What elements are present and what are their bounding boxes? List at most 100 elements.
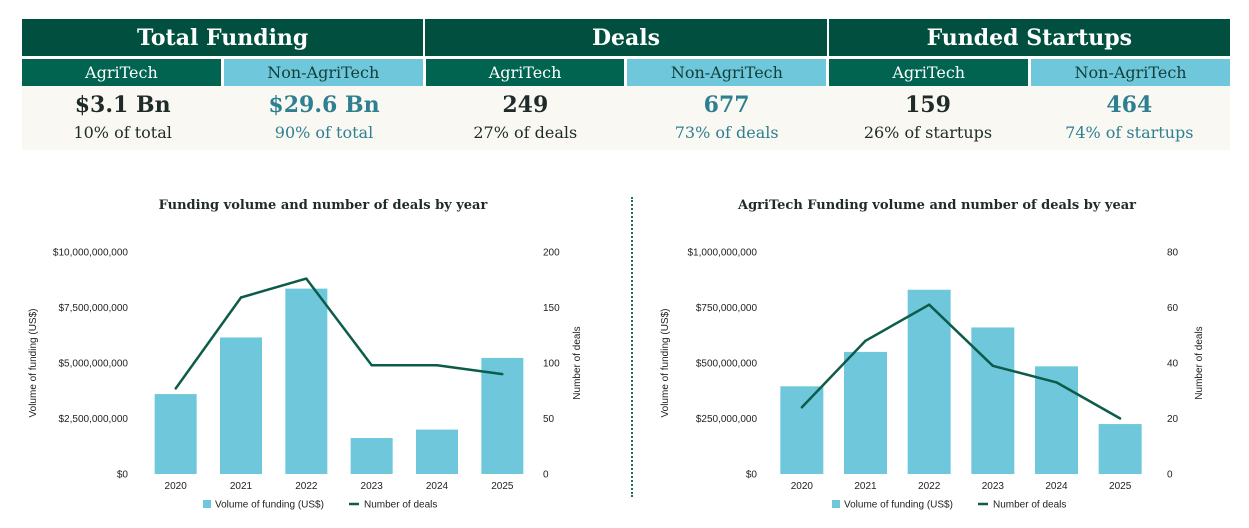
- total-funding-bar-2022: [285, 288, 328, 474]
- total-x-tick-label: 2022: [295, 481, 318, 492]
- agritech-y2-tick-label: 60: [1167, 303, 1179, 314]
- agritech-funding-bar-2024: [1035, 366, 1078, 474]
- deals-non-agritech-label: Non-AgriTech: [627, 59, 827, 86]
- total-y-axis-label: Volume of funding (US$): [28, 309, 39, 418]
- startups-non-agritech-label: Non-AgriTech: [1031, 59, 1230, 86]
- agritech-y2-tick-label: 40: [1167, 359, 1179, 370]
- total-deals-point-2023: [370, 364, 373, 367]
- funding-non-agritech-label: Non-AgriTech: [223, 59, 423, 86]
- total-funding-bar-2021: [220, 337, 262, 474]
- agritech-deals-point-2024: [1055, 381, 1058, 384]
- total-x-tick-label: 2021: [230, 481, 253, 492]
- total-y-tick-label: $5,000,000,000: [58, 359, 128, 370]
- agritech-deals-point-2021: [864, 339, 867, 342]
- deals-agritech-cell: 249 27% of deals: [425, 86, 626, 150]
- agritech-y-axis-label: Volume of funding (US$): [660, 309, 671, 418]
- agritech-x-tick-label: 2025: [1109, 481, 1132, 492]
- funding-agritech-value: $3.1 Bn: [74, 92, 171, 118]
- agritech-y-tick-label: $500,000,000: [696, 359, 758, 370]
- funding-agritech-share: 10% of total: [73, 123, 172, 142]
- agritech-legend-funding-swatch: [832, 500, 840, 508]
- agritech-funding-deals-chart: AgriTech Funding volume and number of de…: [660, 198, 1205, 511]
- startups-agritech-label: AgriTech: [829, 59, 1029, 86]
- agritech-deals-line: [800, 303, 1121, 420]
- funding-agritech-cell: $3.1 Bn 10% of total: [22, 86, 223, 150]
- kpi-header-row: Total Funding Deals Funded Startups: [22, 19, 1230, 56]
- agritech-deals-point-2025: [1118, 417, 1122, 420]
- agritech-funding-bar-2021: [844, 351, 887, 474]
- agritech-funding-bar-2020: [780, 386, 824, 474]
- funding-non-agritech-cell: $29.6 Bn 90% of total: [223, 86, 424, 150]
- total-y2-axis-label: Number of deals: [572, 326, 583, 399]
- agritech-legend-funding-label: Volume of funding (US$): [844, 500, 953, 511]
- total-chart-title: Funding volume and number of deals by ye…: [159, 198, 488, 213]
- agritech-y-tick-label: $750,000,000: [696, 303, 758, 314]
- agritech-y2-tick-label: 0: [1167, 470, 1173, 481]
- agritech-y-tick-label: $250,000,000: [696, 414, 758, 425]
- total-legend-deals-label: Number of deals: [364, 500, 437, 511]
- agritech-funding-bar-2025: [1098, 424, 1142, 474]
- deals-agritech-value: 249: [502, 92, 549, 118]
- total-y-tick-label: $0: [117, 470, 129, 481]
- agritech-funding-bar-2022: [907, 289, 951, 474]
- agritech-x-tick-label: 2020: [791, 481, 814, 492]
- total-deals-line: [174, 277, 503, 390]
- total-x-tick-label: 2020: [165, 481, 188, 492]
- total-funding-bar-2024: [416, 429, 458, 474]
- total-funding-bar-2020: [154, 394, 197, 474]
- agritech-y-tick-label: $1,000,000,000: [687, 248, 757, 259]
- funding-non-agritech-share: 90% of total: [274, 123, 374, 142]
- total-x-tick-label: 2025: [491, 481, 514, 492]
- funded-startups-header: Funded Startups: [826, 19, 1230, 56]
- deals-agritech-label: AgriTech: [425, 59, 625, 86]
- agritech-x-tick-label: 2024: [1045, 481, 1068, 492]
- total-y2-tick-label: 100: [543, 359, 560, 370]
- startups-non-agritech-value: 464: [1106, 92, 1153, 118]
- startups-agritech-cell: 159 26% of startups: [827, 86, 1028, 150]
- total-funding-bar-2023: [350, 438, 393, 474]
- agritech-x-tick-label: 2022: [918, 481, 941, 492]
- total-y-tick-label: $2,500,000,000: [58, 414, 128, 425]
- total-y-tick-label: $7,500,000,000: [58, 303, 128, 314]
- agritech-chart-title: AgriTech Funding volume and number of de…: [737, 198, 1136, 213]
- agritech-funding-bar-2023: [971, 327, 1015, 474]
- total-deals-point-2022: [305, 277, 308, 280]
- total-legend-funding-label: Volume of funding (US$): [215, 500, 324, 511]
- total-y2-tick-label: 0: [543, 470, 549, 481]
- agritech-y2-tick-label: 20: [1167, 414, 1179, 425]
- charts-divider: [631, 197, 633, 497]
- kpi-summary-panel: Total Funding Deals Funded Startups Agri…: [22, 19, 1230, 150]
- total-legend-funding-swatch: [203, 500, 211, 508]
- agritech-deals-point-2023: [991, 364, 995, 367]
- total-deals-point-2024: [435, 364, 439, 367]
- startups-non-agritech-share: 74% of startups: [1065, 123, 1194, 142]
- funding-non-agritech-value: $29.6 Bn: [268, 92, 380, 118]
- agritech-x-tick-label: 2021: [854, 481, 877, 492]
- deals-non-agritech-cell: 677 73% of deals: [626, 86, 827, 150]
- deals-agritech-share: 27% of deals: [473, 123, 578, 142]
- funding-agritech-label: AgriTech: [22, 59, 221, 86]
- startups-non-agritech-cell: 464 74% of startups: [1029, 86, 1230, 150]
- agritech-legend-deals-label: Number of deals: [993, 500, 1066, 511]
- total-y2-tick-label: 200: [543, 248, 560, 259]
- funding-deals-chart: Funding volume and number of deals by ye…: [28, 198, 583, 511]
- agritech-y2-tick-label: 80: [1167, 248, 1179, 259]
- total-x-tick-label: 2024: [426, 481, 449, 492]
- total-y2-tick-label: 150: [543, 303, 560, 314]
- total-deals-point-2025: [501, 372, 504, 376]
- deals-header: Deals: [423, 19, 827, 56]
- kpi-subheader-row: AgriTech Non-AgriTech AgriTech Non-AgriT…: [22, 59, 1230, 86]
- total-funding-header: Total Funding: [22, 19, 424, 56]
- total-y2-tick-label: 50: [543, 414, 555, 425]
- startups-agritech-value: 159: [905, 92, 951, 118]
- deals-non-agritech-share: 73% of deals: [674, 123, 779, 142]
- deals-non-agritech-value: 677: [703, 92, 750, 118]
- agritech-x-tick-label: 2023: [982, 481, 1005, 492]
- agritech-deals-point-2020: [800, 406, 804, 409]
- agritech-y-tick-label: $0: [746, 470, 758, 481]
- agritech-deals-point-2022: [927, 303, 931, 306]
- kpi-values-row: $3.1 Bn 10% of total $29.6 Bn 90% of tot…: [22, 86, 1230, 150]
- total-y-tick-label: $10,000,000,000: [53, 248, 129, 259]
- total-deals-point-2020: [174, 387, 177, 390]
- agritech-y2-axis-label: Number of deals: [1194, 326, 1205, 399]
